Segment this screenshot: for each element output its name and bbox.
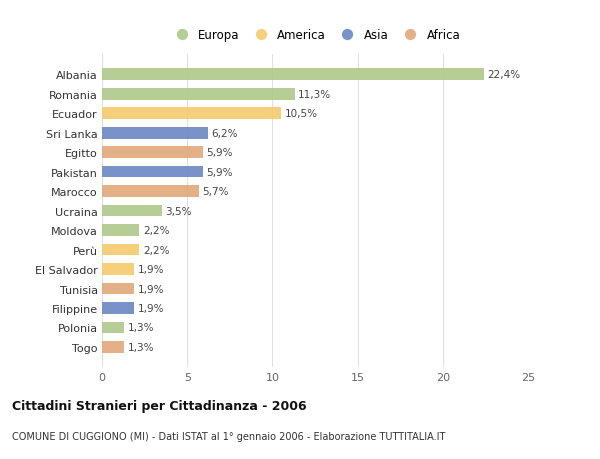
Bar	[102, 69, 484, 81]
Legend: Europa, America, Asia, Africa: Europa, America, Asia, Africa	[167, 27, 463, 45]
Text: 3,5%: 3,5%	[165, 206, 191, 216]
Text: 2,2%: 2,2%	[143, 225, 169, 235]
Bar	[102, 225, 139, 236]
Bar	[102, 341, 124, 353]
Text: 10,5%: 10,5%	[284, 109, 317, 119]
Text: 1,3%: 1,3%	[128, 323, 154, 333]
Text: Cittadini Stranieri per Cittadinanza - 2006: Cittadini Stranieri per Cittadinanza - 2…	[12, 399, 307, 412]
Text: 1,9%: 1,9%	[138, 284, 164, 294]
Bar	[102, 167, 203, 178]
Text: 5,9%: 5,9%	[206, 167, 232, 177]
Bar	[102, 147, 203, 159]
Text: 5,7%: 5,7%	[203, 187, 229, 197]
Bar	[102, 128, 208, 139]
Bar	[102, 108, 281, 120]
Text: 1,9%: 1,9%	[138, 264, 164, 274]
Text: 5,9%: 5,9%	[206, 148, 232, 158]
Text: 11,3%: 11,3%	[298, 90, 331, 100]
Bar	[102, 186, 199, 197]
Bar	[102, 263, 134, 275]
Text: 1,9%: 1,9%	[138, 303, 164, 313]
Text: COMUNE DI CUGGIONO (MI) - Dati ISTAT al 1° gennaio 2006 - Elaborazione TUTTITALI: COMUNE DI CUGGIONO (MI) - Dati ISTAT al …	[12, 431, 445, 442]
Bar	[102, 302, 134, 314]
Bar	[102, 89, 295, 101]
Text: 22,4%: 22,4%	[487, 70, 520, 80]
Bar	[102, 205, 161, 217]
Bar	[102, 283, 134, 295]
Bar	[102, 322, 124, 334]
Text: 1,3%: 1,3%	[128, 342, 154, 352]
Text: 6,2%: 6,2%	[211, 129, 238, 139]
Bar	[102, 244, 139, 256]
Text: 2,2%: 2,2%	[143, 245, 169, 255]
